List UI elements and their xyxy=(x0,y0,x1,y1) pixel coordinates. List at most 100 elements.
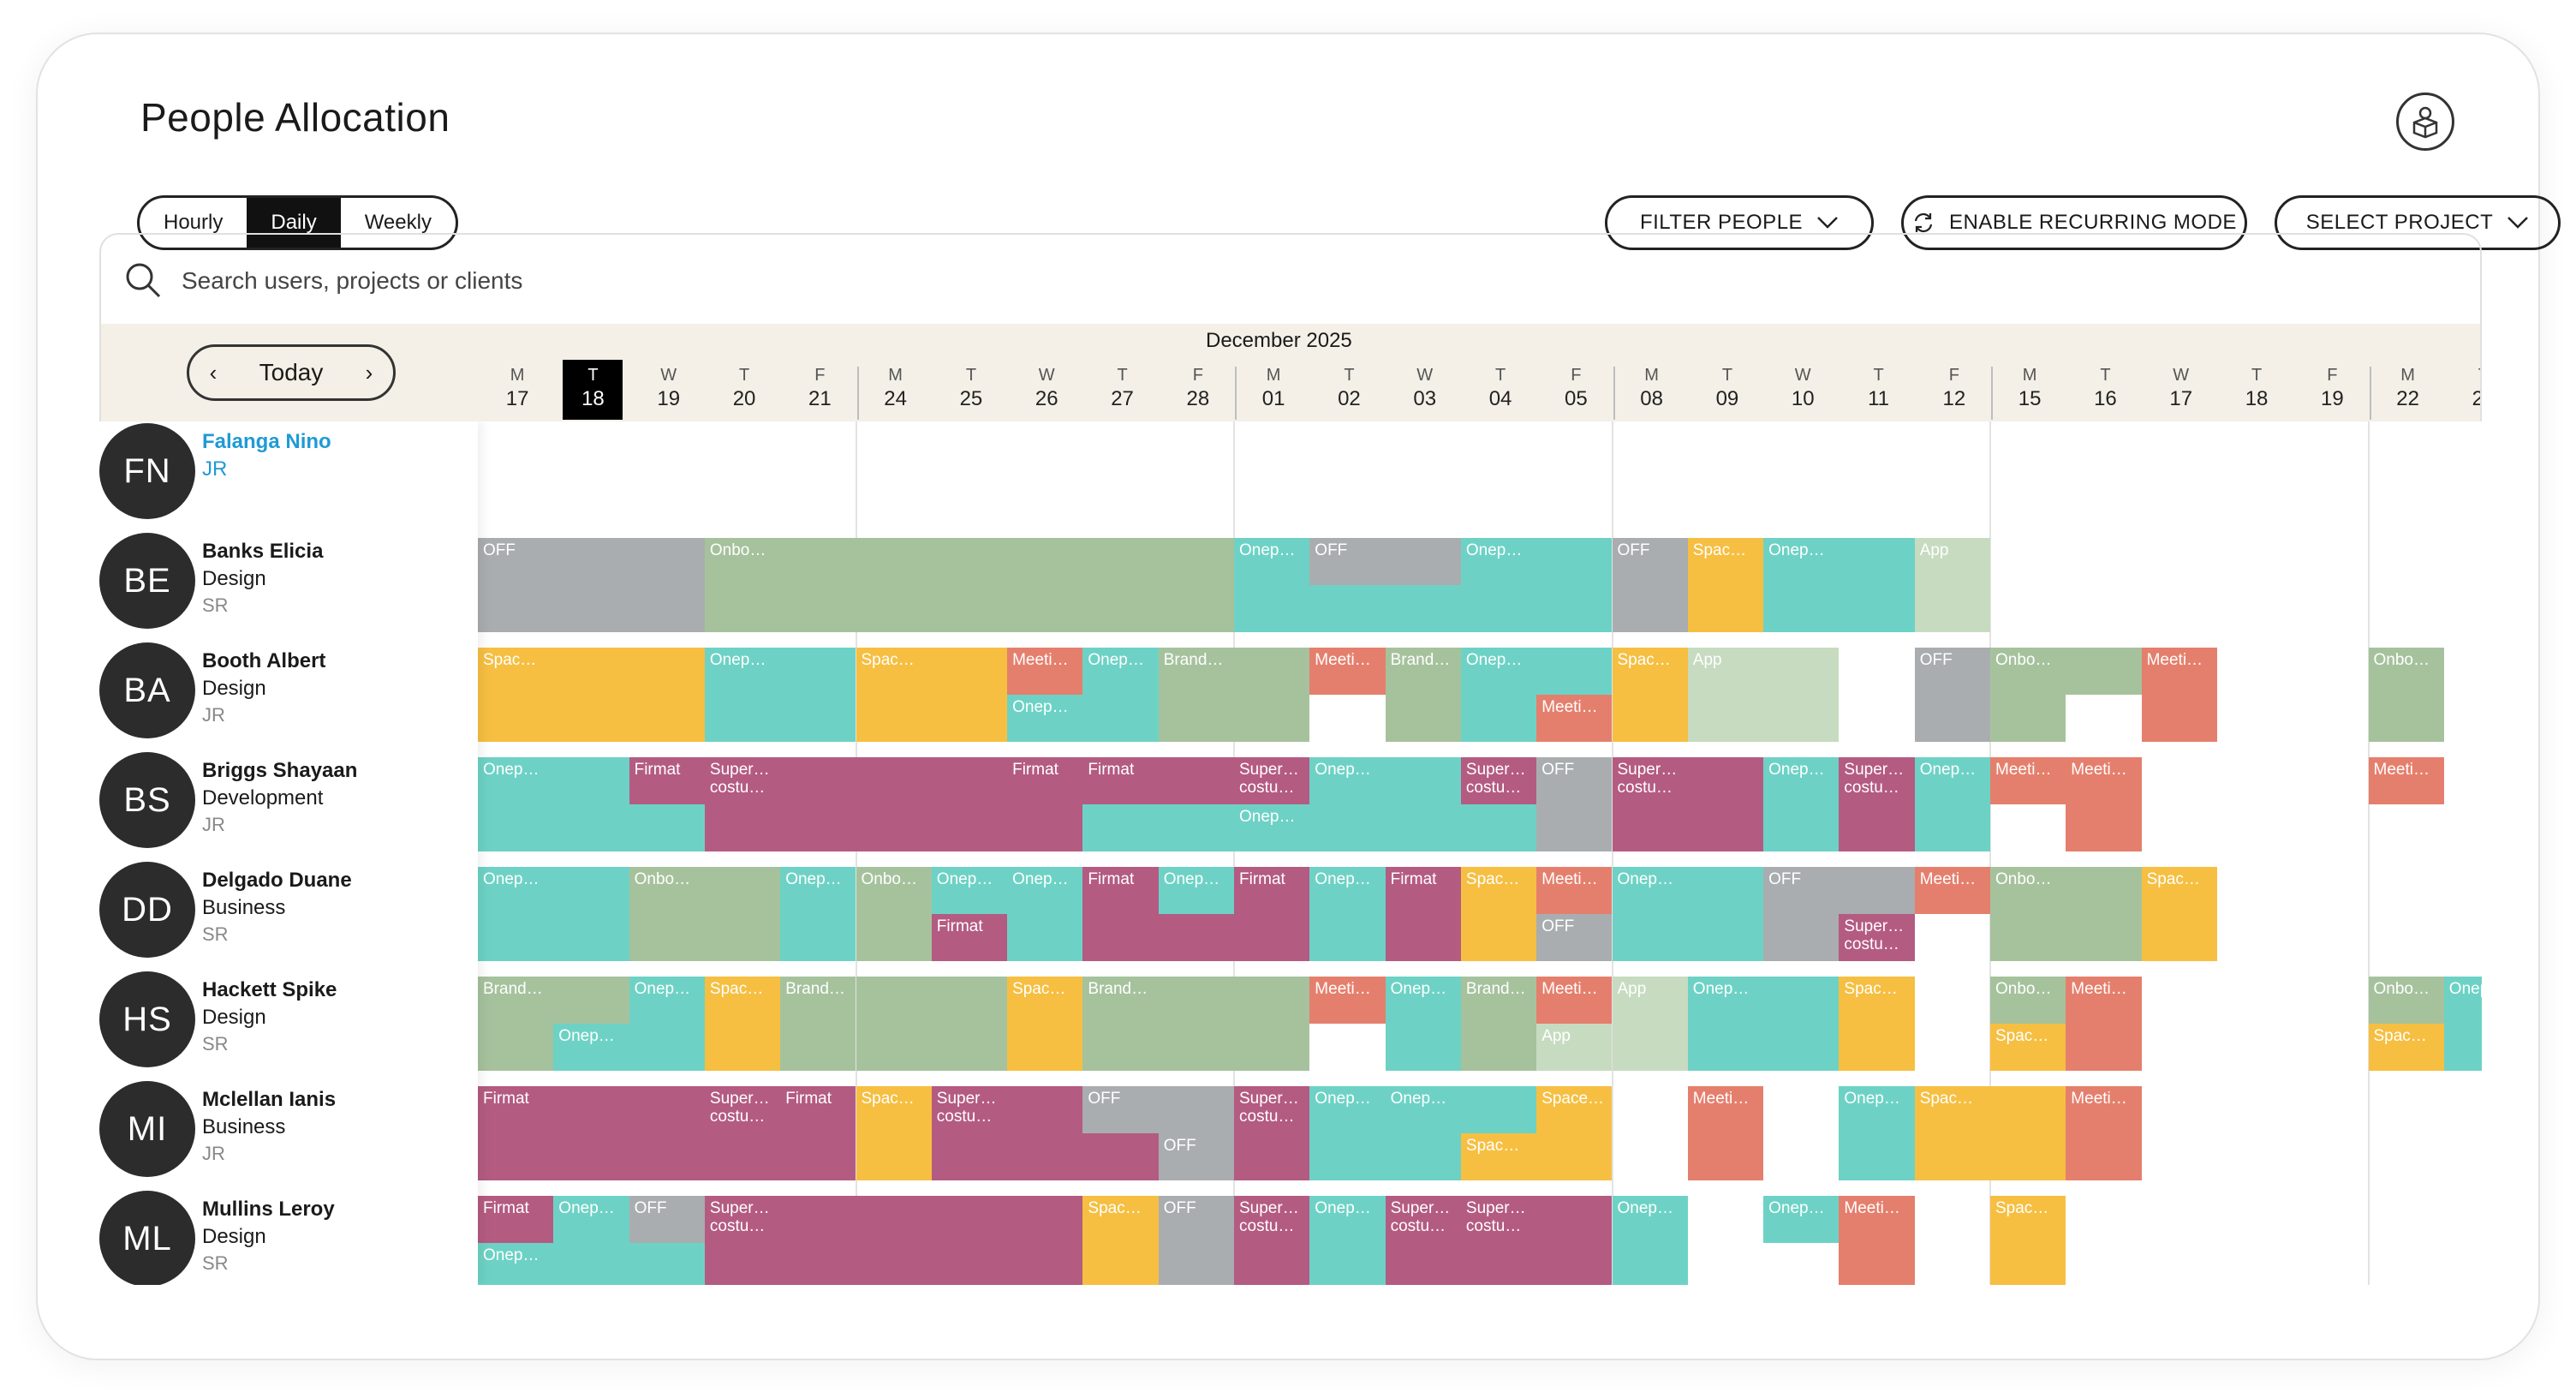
allocation-block[interactable] xyxy=(1990,1086,2066,1180)
allocation-block[interactable]: Onep… xyxy=(553,1196,629,1243)
allocation-block[interactable]: Onbo… xyxy=(1990,648,2142,695)
view-daily[interactable]: Daily xyxy=(247,198,341,248)
filter-people-button[interactable]: FILTER PEOPLE xyxy=(1605,195,1874,250)
allocation-block[interactable]: Spac… xyxy=(1687,538,1764,632)
allocation-block[interactable]: Onbo… xyxy=(704,538,1234,632)
allocation-block[interactable] xyxy=(1309,1133,1461,1180)
allocation-block[interactable]: Firmat xyxy=(780,1086,856,1180)
allocation-block[interactable]: Onep… xyxy=(1082,648,1159,695)
allocation-block[interactable]: Onep… xyxy=(1763,1196,1840,1243)
allocation-block[interactable] xyxy=(1082,1133,1159,1180)
allocation-block[interactable]: Spac… xyxy=(1460,867,1537,961)
allocation-block[interactable]: OFF xyxy=(1158,1196,1234,1285)
select-project-button[interactable]: SELECT PROJECT xyxy=(2275,195,2561,250)
allocation-block[interactable]: Meeti… xyxy=(2066,757,2142,851)
allocation-block[interactable]: OFF xyxy=(1082,1086,1234,1133)
allocation-block[interactable]: Meeti… xyxy=(1839,1196,1915,1285)
allocation-block[interactable]: Meeti… xyxy=(1536,867,1613,914)
allocation-block[interactable]: Firmat xyxy=(931,914,1008,961)
allocation-block[interactable]: Onep… xyxy=(1460,538,1613,632)
recurring-mode-button[interactable]: ENABLE RECURRING MODE xyxy=(1901,195,2247,250)
allocation-block[interactable] xyxy=(1460,695,1537,742)
allocation-block[interactable]: Onep… xyxy=(1234,804,1461,851)
allocation-block[interactable]: Onep… xyxy=(780,867,856,961)
allocation-block[interactable]: Brand… xyxy=(1158,648,1234,742)
allocation-block[interactable]: Meeti… xyxy=(2368,757,2444,804)
allocation-block[interactable]: Onbo… xyxy=(1990,977,2066,1024)
allocation-block[interactable]: Firmat xyxy=(629,757,705,804)
allocation-block[interactable]: Meeti… xyxy=(2066,1086,2142,1180)
allocation-block[interactable] xyxy=(1990,695,2066,742)
allocation-block[interactable]: Meeti… xyxy=(2066,977,2142,1071)
allocation-block[interactable]: Meeti… xyxy=(1536,695,1613,742)
allocation-block[interactable]: Spac… xyxy=(856,648,1008,742)
allocation-block[interactable]: Onep… xyxy=(1687,977,1840,1071)
allocation-block[interactable]: Super… costu… xyxy=(1612,757,1764,851)
person-row[interactable]: FN Falanga Nino JR xyxy=(99,421,478,531)
allocation-block[interactable]: App xyxy=(1687,648,1840,742)
allocation-block[interactable]: App xyxy=(1536,1024,1613,1071)
today-button[interactable]: Today xyxy=(259,359,324,385)
allocation-block[interactable]: Onep… xyxy=(1763,538,1915,632)
allocation-block[interactable]: Spac… xyxy=(1460,1133,1537,1180)
allocation-block[interactable]: OFF xyxy=(1612,538,1688,632)
allocation-block[interactable]: Super… costu… xyxy=(1234,1086,1310,1180)
search-input[interactable]: Search users, projects or clients xyxy=(182,267,523,294)
allocation-block[interactable]: Firmat xyxy=(1385,867,1461,961)
person-row[interactable]: MI Mclellan Ianis Business JR xyxy=(99,1079,478,1189)
allocation-block[interactable]: OFF xyxy=(629,1196,705,1243)
allocation-block[interactable]: Spac… xyxy=(1914,1086,1990,1180)
view-hourly[interactable]: Hourly xyxy=(164,211,224,234)
prev-chevron-icon[interactable]: ‹ xyxy=(209,359,218,385)
allocation-block[interactable]: Onep… xyxy=(704,648,856,742)
allocation-block[interactable] xyxy=(1234,648,1310,742)
allocation-block[interactable]: Super… costu… xyxy=(1234,757,1310,804)
allocation-block[interactable]: Onep… xyxy=(1763,757,1840,851)
allocation-block[interactable] xyxy=(1082,804,1234,851)
allocation-block[interactable]: Super… costu… xyxy=(1839,914,1915,961)
allocation-block[interactable]: Onbo… xyxy=(2368,977,2444,1024)
allocation-block[interactable]: Onep… xyxy=(1309,867,1386,961)
allocation-block[interactable]: Onep… xyxy=(629,977,705,1024)
allocation-block[interactable]: Meeti… xyxy=(1914,867,1990,914)
allocation-block[interactable]: Spac… xyxy=(1990,1196,2066,1285)
allocation-block[interactable] xyxy=(1763,914,1840,961)
allocation-block[interactable]: Firmat xyxy=(478,1086,705,1180)
allocation-block[interactable]: Spac… xyxy=(1082,1196,1159,1285)
allocation-block[interactable]: Onep… xyxy=(1309,1196,1386,1285)
allocation-block[interactable]: Firmat xyxy=(1082,757,1234,804)
view-weekly[interactable]: Weekly xyxy=(364,211,432,234)
allocation-block[interactable]: Meeti… xyxy=(1687,1086,1764,1180)
allocation-block[interactable]: Onep… xyxy=(478,757,629,851)
allocation-block[interactable]: Onep… xyxy=(553,1024,705,1071)
person-row[interactable]: DD Delgado Duane Business SR xyxy=(99,860,478,970)
allocation-block[interactable]: Meeti… xyxy=(1309,977,1386,1024)
allocation-block[interactable] xyxy=(856,977,1008,1071)
allocation-block[interactable]: Onep… xyxy=(1007,867,1083,961)
allocation-block[interactable]: OFF xyxy=(1536,757,1613,851)
allocation-block[interactable]: Meeti… xyxy=(1990,757,2066,804)
allocation-block[interactable]: Super… costu… xyxy=(1839,757,1915,851)
allocation-block[interactable]: Onep… xyxy=(1309,1086,1386,1133)
allocation-block[interactable]: OFF xyxy=(1763,867,1915,914)
allocation-block[interactable]: Super… costu… xyxy=(1385,1196,1461,1285)
allocation-block[interactable]: Meeti… xyxy=(1309,648,1386,695)
allocation-block[interactable]: Super… costu… xyxy=(1460,1196,1613,1285)
allocation-block[interactable]: Firmat xyxy=(1007,757,1083,804)
allocation-block[interactable]: Onep… xyxy=(478,1243,705,1285)
person-row[interactable]: HS Hackett Spike Design SR xyxy=(99,970,478,1079)
allocation-block[interactable]: Onbo… xyxy=(629,867,781,961)
allocation-block[interactable]: Firmat xyxy=(478,1196,554,1243)
allocation-block[interactable]: Meeti… xyxy=(1536,977,1613,1024)
allocation-block[interactable]: Brand… xyxy=(780,977,856,1071)
allocation-block[interactable]: Onbo… xyxy=(1990,867,2142,961)
allocation-block[interactable]: OFF xyxy=(1309,538,1461,585)
allocation-block[interactable]: Onep… xyxy=(1839,1086,1915,1180)
allocation-block[interactable]: Brand… xyxy=(1385,648,1461,742)
allocation-block[interactable] xyxy=(478,1024,554,1071)
allocation-block[interactable]: Onep… xyxy=(1158,867,1234,914)
allocation-block[interactable]: Super… costu… xyxy=(704,1086,781,1180)
user-box-icon[interactable] xyxy=(2396,93,2454,151)
allocation-block[interactable]: Super… costu… xyxy=(704,1196,1083,1285)
allocation-block[interactable]: OFF xyxy=(1158,1133,1234,1180)
